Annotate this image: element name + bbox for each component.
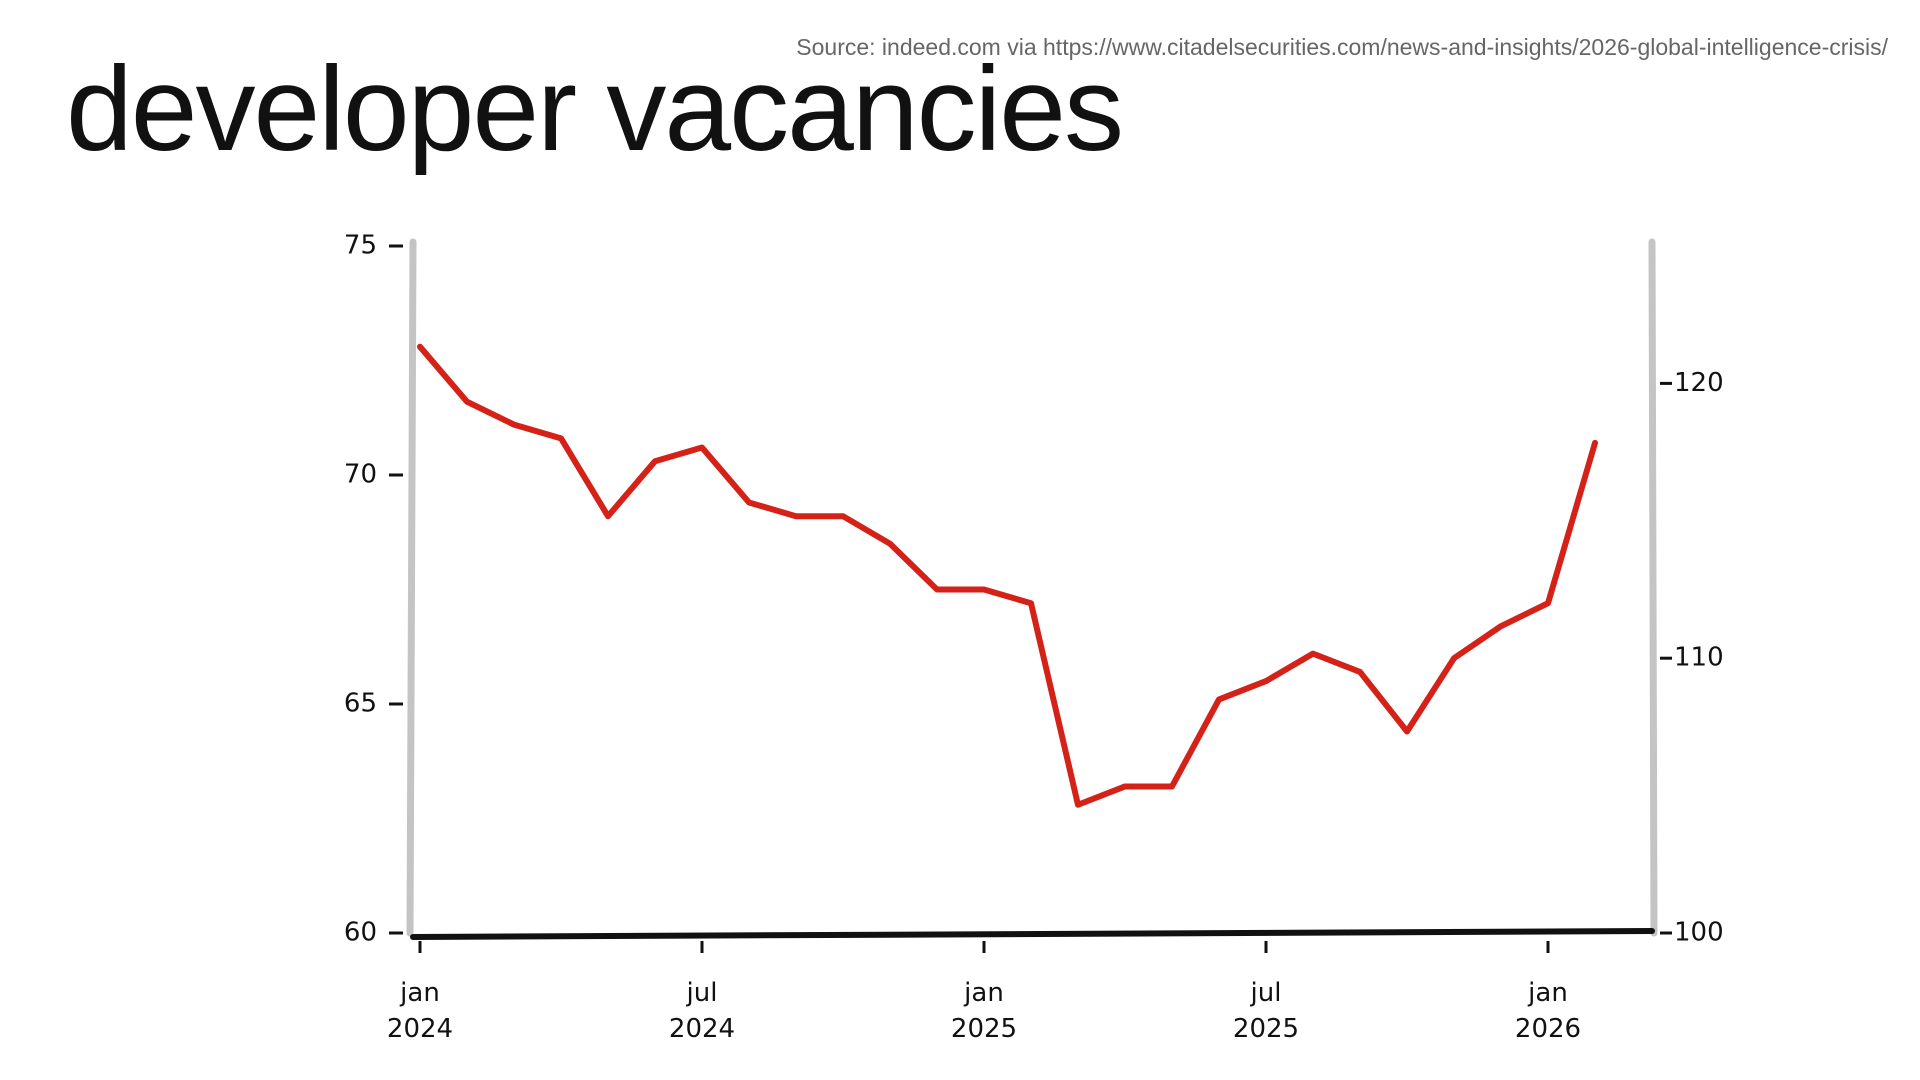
x-tick-label: jul 2024 — [668, 978, 736, 1044]
chart-title: developer vacancies — [66, 42, 1124, 176]
y-tick-label: 65 — [344, 689, 377, 719]
source-note: Source: indeed.com via https://www.citad… — [796, 34, 1888, 60]
y2-tick-label: 100 — [1674, 918, 1724, 948]
y2-tick-label: 110 — [1674, 643, 1724, 673]
y2-axis — [1648, 238, 1658, 937]
y-axis — [406, 238, 417, 937]
x-tick-label: jan 2024 — [386, 978, 454, 1044]
x-tick-label: jan 2025 — [950, 978, 1018, 1044]
y-tick-label: 60 — [344, 918, 377, 948]
y-tick-label: 75 — [344, 231, 377, 261]
y-tick-label: 70 — [344, 460, 377, 490]
x-tick-label: jul 2025 — [1232, 978, 1300, 1044]
x-axis — [410, 928, 1655, 940]
line — [417, 343, 1598, 808]
y2-tick-label: 120 — [1674, 368, 1724, 398]
x-tick-label: jan 2026 — [1514, 978, 1582, 1044]
